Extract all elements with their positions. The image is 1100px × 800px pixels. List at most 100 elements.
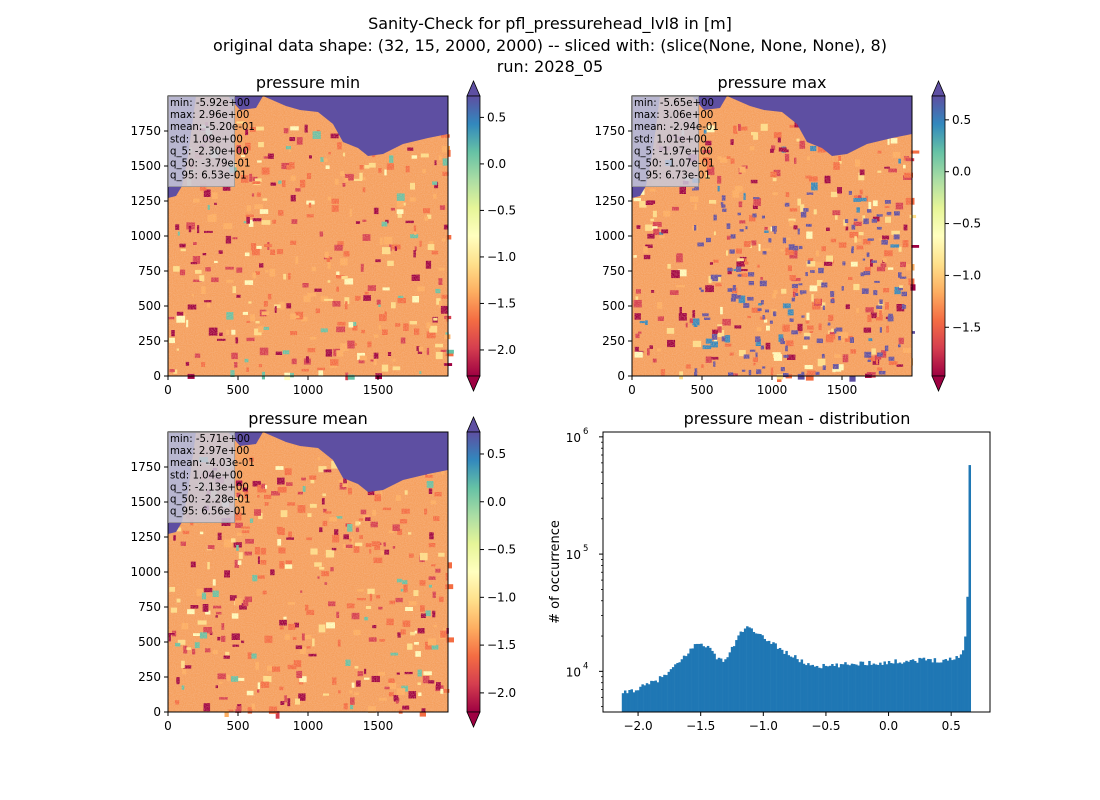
x-tick-label: 0 — [628, 383, 636, 397]
stats-line: q_50: -1.07e-01 — [634, 159, 714, 170]
histogram-bar — [846, 664, 849, 712]
y-tick-label: 750 — [138, 264, 161, 278]
histogram-bar — [658, 676, 662, 712]
colorbar-tick-label: 0.0 — [487, 157, 506, 171]
raster-cell — [446, 349, 454, 354]
histogram-bar — [728, 652, 732, 712]
histogram-bar — [763, 638, 767, 712]
histogram-bar — [647, 684, 651, 712]
colorbar-tick-label: −1.5 — [487, 296, 516, 310]
histogram-bar — [866, 665, 869, 712]
histogram-bar — [637, 690, 640, 712]
histogram-bar — [953, 659, 956, 712]
x-tick-label: −0.5 — [811, 719, 840, 733]
y-tick-label: 0 — [617, 369, 625, 383]
histogram-bar — [680, 659, 684, 712]
raster-cell — [910, 150, 920, 154]
histogram-bar — [807, 663, 810, 712]
histogram-bar — [676, 662, 679, 712]
histogram-bar — [757, 633, 760, 712]
histogram-bar — [876, 664, 880, 712]
stats-line: mean: -5.20e-01 — [170, 122, 255, 133]
y-tick-label: 250 — [602, 334, 625, 348]
histogram-bar — [654, 680, 657, 712]
histogram-bar — [898, 662, 902, 712]
histogram-bar — [842, 664, 845, 712]
raster-cell — [909, 214, 917, 219]
histogram-bar — [704, 647, 708, 712]
sea-region — [228, 96, 263, 110]
histogram-bar — [964, 636, 967, 712]
stats-line: q_95: 6.53e-01 — [170, 171, 247, 182]
histogram-bar — [916, 662, 919, 712]
colorbar-extend-min — [931, 375, 946, 393]
raster-cell — [910, 284, 916, 291]
histogram-bar — [643, 685, 647, 712]
histogram-bar — [665, 675, 668, 712]
colorbar-gradient — [466, 431, 481, 713]
histogram-bar — [783, 653, 786, 712]
histogram-bar — [735, 640, 738, 712]
histogram-bar — [966, 596, 969, 712]
y-tick-exponent: 6 — [583, 427, 588, 437]
stats-line: mean: -2.94e-01 — [634, 122, 719, 133]
stats-line: q_95: 6.73e-01 — [634, 171, 711, 182]
pressure-max-x-axis: 0 500 1000 1500 — [628, 376, 857, 397]
histogram-bar — [911, 659, 915, 712]
colorbar-gradient — [931, 95, 946, 377]
y-tick-label: 1250 — [130, 530, 161, 544]
x-tick-label: 1500 — [363, 719, 394, 733]
pressure-mean-image — [167, 431, 454, 719]
histogram-bar — [674, 664, 677, 712]
histogram-bar — [852, 664, 856, 712]
colorbar-gradient — [466, 95, 481, 377]
histogram-bar — [861, 661, 865, 712]
pressure-min-colorbar: 0.5 0.0 −0.5 −1.0 −1.5 −2.0 — [466, 79, 516, 393]
histogram-bar — [709, 647, 712, 712]
histogram-y-label: # of occurrence — [548, 520, 563, 624]
stats-line: max: 2.97e+00 — [170, 446, 249, 457]
y-tick-label: 500 — [138, 635, 161, 649]
histogram-bar — [776, 648, 780, 712]
stats-line: min: -5.71e+00 — [170, 434, 250, 445]
histogram-bar — [920, 658, 924, 712]
histogram-bar — [711, 650, 714, 712]
y-tick-label: 1000 — [130, 229, 161, 243]
histogram-bar — [639, 686, 642, 712]
histogram-bar — [652, 681, 655, 712]
y-tick-label: 500 — [138, 299, 161, 313]
distribution-title: pressure mean - distribution — [684, 409, 911, 428]
histogram-bar — [800, 659, 804, 712]
y-tick-label: 10 — [566, 665, 581, 679]
y-tick-label: 250 — [138, 334, 161, 348]
histogram-bar — [968, 465, 972, 712]
histogram-bar — [794, 655, 797, 712]
histogram-bar — [700, 643, 703, 712]
y-tick-label: 10 — [566, 548, 581, 562]
histogram-bar — [961, 650, 965, 712]
histogram-bar — [933, 658, 937, 712]
x-tick-label: 0.5 — [942, 719, 961, 733]
stats-line: q_50: -3.79e-01 — [170, 159, 250, 170]
pressure-min-y-axis: 0 250 500 750 1000 1250 1500 1750 — [130, 124, 168, 383]
sea-region — [692, 96, 727, 110]
y-tick-label: 1750 — [130, 460, 161, 474]
histogram-bar — [929, 659, 932, 712]
raster-cell — [224, 710, 229, 717]
histogram-bar — [948, 657, 952, 712]
sea-region — [228, 432, 263, 446]
x-tick-label: 0 — [164, 383, 172, 397]
histogram-bar — [837, 667, 841, 712]
histogram-bar — [804, 665, 808, 712]
raster-cell — [446, 637, 454, 643]
sea-region — [727, 96, 912, 156]
stats-line: q_95: 6.56e-01 — [170, 507, 247, 518]
y-tick-label: 750 — [138, 600, 161, 614]
histogram-bar — [802, 663, 806, 712]
stats-line: std: 1.01e+00 — [634, 134, 707, 145]
histogram-bar — [752, 631, 756, 712]
y-tick-label: 1000 — [594, 229, 625, 243]
